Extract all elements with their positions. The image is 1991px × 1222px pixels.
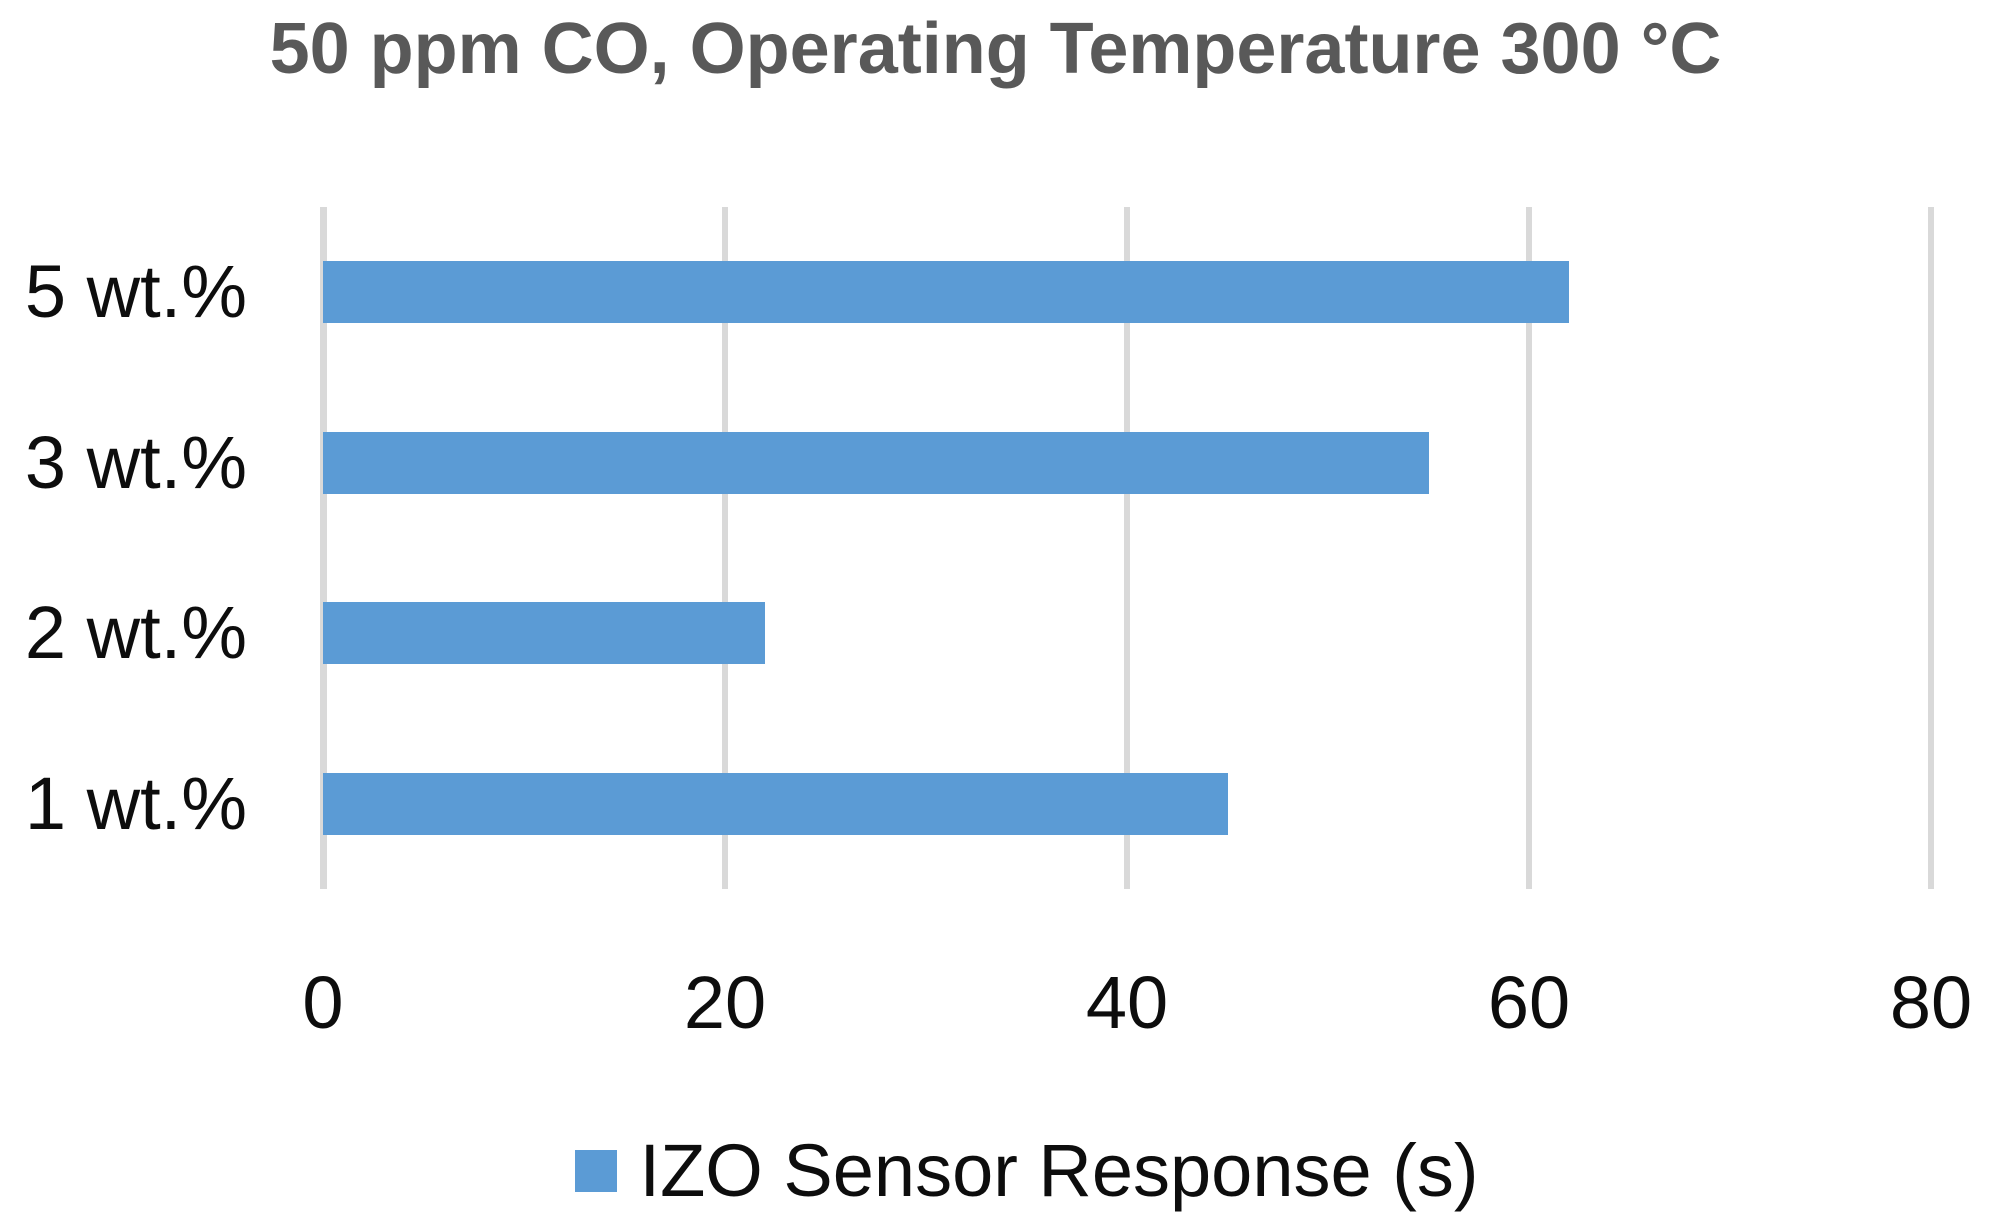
gridline-40	[1124, 207, 1130, 889]
plot-area	[319, 207, 1934, 889]
x-tick-label: 20	[683, 961, 767, 1044]
gridline-60	[1526, 207, 1532, 889]
category-label: 3 wt.%	[24, 420, 247, 504]
x-tick-label: 60	[1487, 961, 1571, 1044]
legend-series-label: IZO Sensor Response (s)	[639, 1129, 1479, 1212]
gridline-20	[722, 207, 728, 889]
x-tick-label: 0	[302, 961, 344, 1044]
bar-2-wt	[323, 602, 766, 665]
category-label: 2 wt.%	[24, 591, 247, 675]
bar-3-wt	[323, 431, 1429, 494]
legend-marker-square-icon	[574, 1149, 617, 1192]
value-axis-line	[319, 207, 327, 889]
gridline-80	[1928, 207, 1934, 889]
x-tick-label: 80	[1889, 961, 1973, 1044]
bar-1-wt	[323, 772, 1228, 835]
x-tick-label: 40	[1085, 961, 1169, 1044]
category-label: 1 wt.%	[24, 761, 247, 845]
chart-title: 50 ppm CO, Operating Temperature 300 °C	[269, 9, 1722, 89]
legend: IZO Sensor Response (s)	[31, 1128, 1991, 1213]
category-label: 5 wt.%	[24, 250, 247, 334]
bar-5-wt	[323, 261, 1570, 324]
